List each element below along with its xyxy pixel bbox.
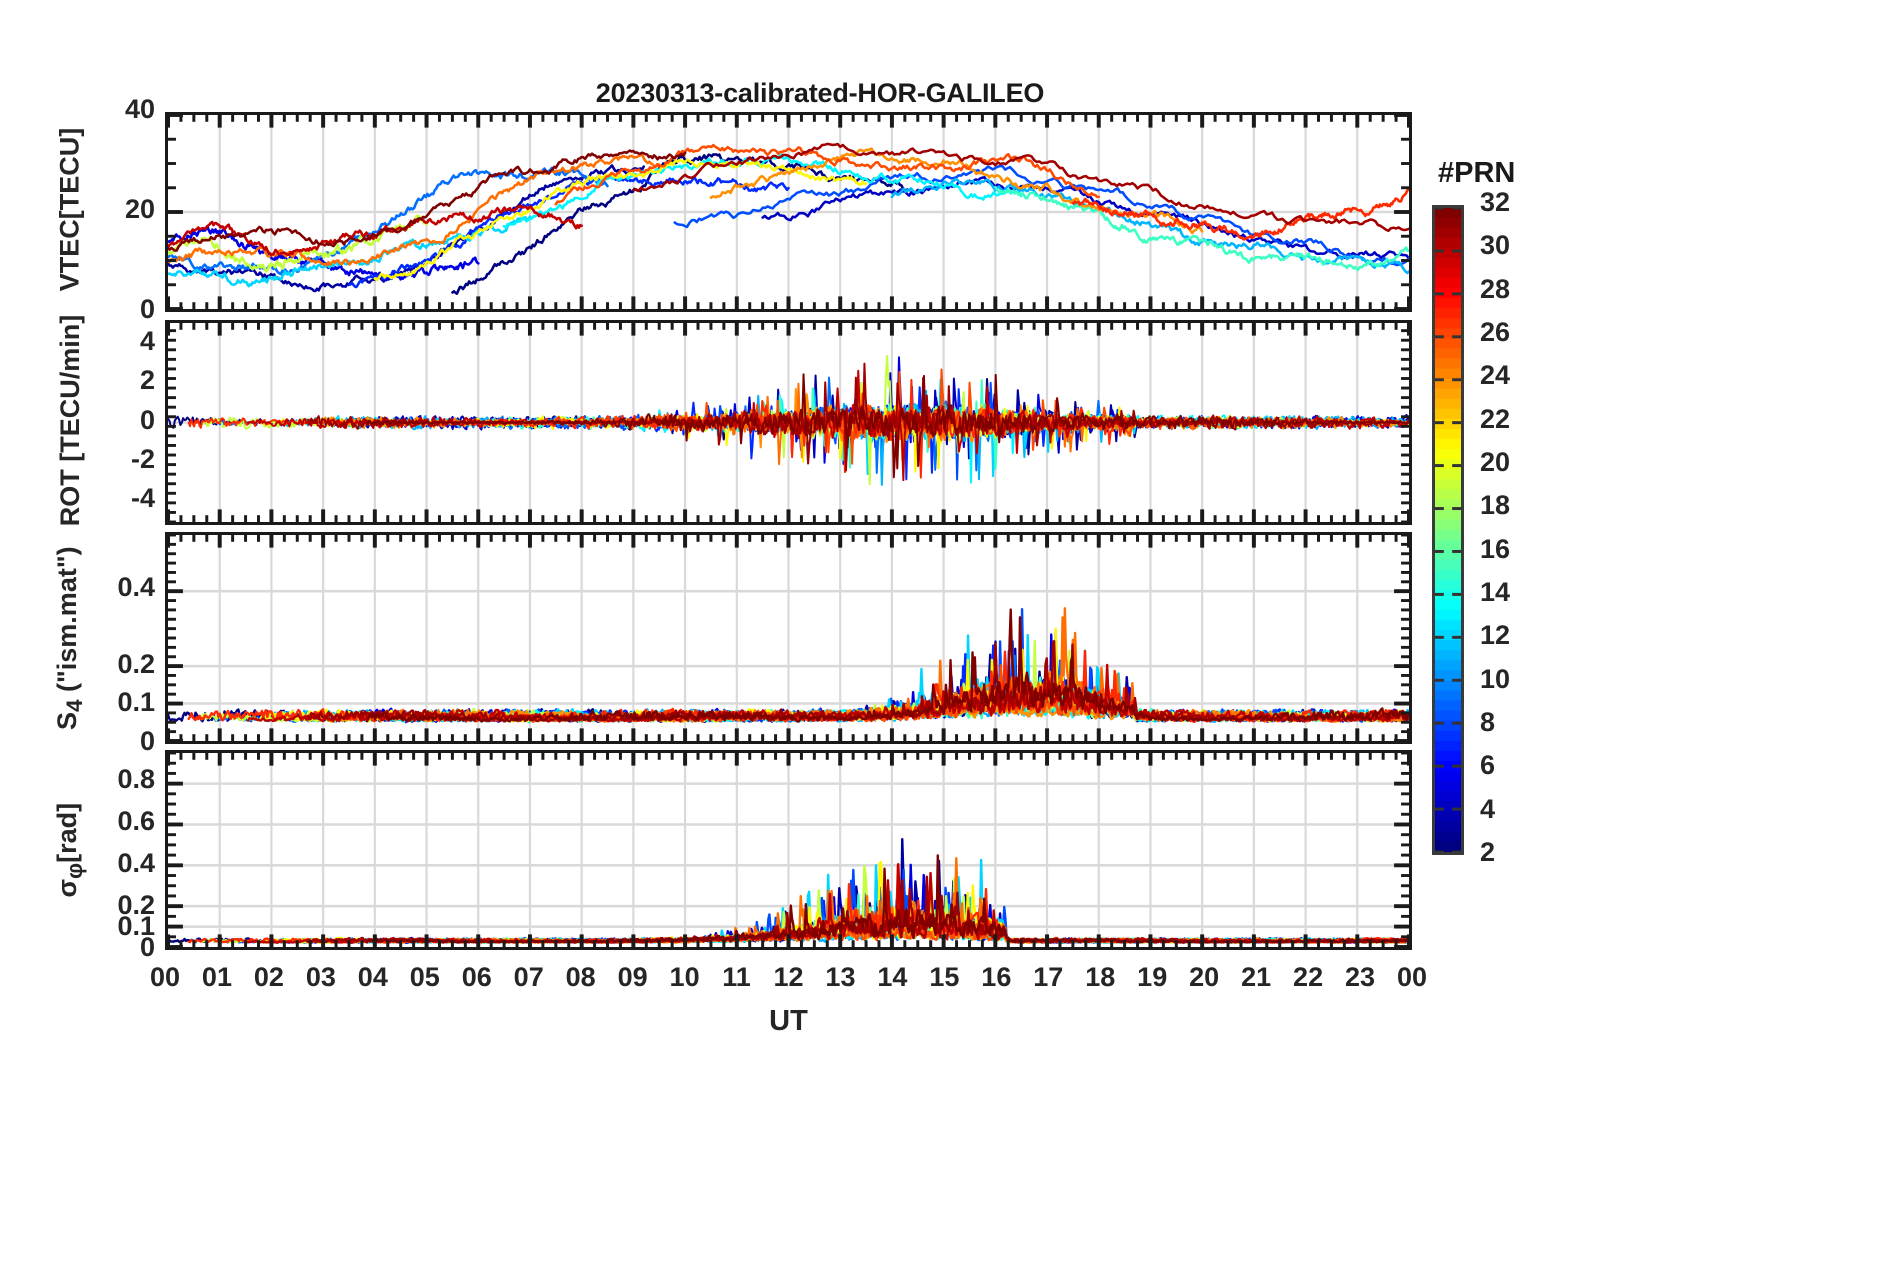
ytick-rot-2: 0 — [139, 404, 155, 435]
colorbar-tick-10: 10 — [1480, 663, 1511, 694]
xtick-03-3: 03 — [305, 962, 336, 992]
colorbar — [1432, 205, 1464, 855]
colorbar-tick-28: 28 — [1480, 273, 1511, 304]
xtick-13-13: 13 — [825, 962, 856, 992]
colorbar-tick-12: 12 — [1480, 620, 1511, 651]
series-prn-21 — [373, 158, 868, 282]
series-prn-32 — [366, 373, 1409, 479]
series-prn-32 — [365, 608, 1409, 723]
xtick-00-0: 00 — [149, 962, 181, 992]
ytick-s4-0: 0 — [139, 726, 155, 756]
tick-marks — [168, 115, 1409, 309]
data-traces-sigma_phi — [168, 837, 1409, 944]
series-prn-26 — [554, 143, 1101, 206]
x-axis-label: UT — [769, 1005, 808, 1037]
xtick-23-23: 23 — [1345, 962, 1376, 992]
panel-vtec — [165, 112, 1412, 312]
colorbar-tick-2: 2 — [1480, 837, 1496, 867]
series-prn-7 — [347, 175, 790, 289]
colorbar-tick-16: 16 — [1480, 533, 1511, 564]
colorbar-tick-8: 8 — [1480, 707, 1496, 737]
ytick-sigma_phi-1: 0.1 — [117, 910, 155, 941]
series-prn-27 — [1071, 187, 1409, 241]
series-prn-9 — [168, 166, 609, 276]
ytick-sigma_phi-3: 0.4 — [117, 847, 155, 878]
ytick-vtec-1: 20 — [124, 194, 155, 224]
xtick-09-9: 09 — [617, 962, 648, 992]
xtick-15-15: 15 — [929, 962, 960, 992]
ytick-s4-3: 0.4 — [117, 571, 155, 602]
xtick-08-8: 08 — [565, 962, 596, 992]
xtick-19-19: 19 — [1137, 962, 1168, 992]
ytick-rot-4: 4 — [139, 325, 155, 356]
data-traces-s4 — [168, 607, 1409, 724]
ytick-vtec-0: 0 — [139, 294, 155, 324]
colorbar-tick-14: 14 — [1480, 577, 1511, 607]
panel-s4 — [165, 532, 1412, 744]
ytick-rot-0: -4 — [130, 483, 155, 514]
tick-marks — [168, 535, 1409, 741]
data-traces-rot — [168, 354, 1409, 486]
y-axis-label-sigma_phi: σφ[rad] — [51, 802, 88, 898]
xtick-12-12: 12 — [773, 962, 804, 992]
series-prn-31 — [632, 142, 1409, 233]
xtick-07-7: 07 — [513, 962, 544, 992]
series-prn-24 — [709, 147, 1204, 235]
xtick-06-6: 06 — [461, 962, 492, 992]
colorbar-tick-18: 18 — [1480, 490, 1511, 521]
data-traces-vtec — [168, 142, 1409, 295]
xtick-10-10: 10 — [669, 962, 700, 992]
colorbar-tick-26: 26 — [1480, 317, 1511, 347]
ytick-rot-1: -2 — [130, 443, 155, 474]
colorbar-title: #PRN — [1438, 157, 1516, 189]
ytick-vtec-2: 40 — [124, 94, 155, 124]
colorbar-tick-32: 32 — [1480, 187, 1511, 217]
ytick-s4-2: 0.2 — [117, 648, 155, 679]
series-prn-15 — [994, 185, 1409, 272]
series-prn-13 — [502, 153, 1023, 230]
xtick-22-22: 22 — [1293, 962, 1324, 992]
xtick-21-21: 21 — [1241, 962, 1272, 992]
xtick-18-18: 18 — [1085, 962, 1116, 992]
series-prn-5 — [168, 224, 480, 282]
xtick-00-24: 00 — [1396, 962, 1428, 992]
ytick-sigma_phi-4: 0.6 — [117, 805, 155, 836]
tick-marks — [168, 753, 1409, 947]
series-prn-3 — [168, 164, 645, 293]
xtick-17-17: 17 — [1033, 962, 1064, 992]
panel-rot — [165, 320, 1412, 525]
tick-marks — [168, 323, 1409, 522]
ytick-rot-3: 2 — [139, 365, 155, 396]
colorbar-tick-30: 30 — [1480, 230, 1511, 261]
xtick-16-16: 16 — [981, 962, 1012, 992]
series-prn-32 — [365, 854, 1409, 944]
series-prn-32 — [168, 149, 687, 252]
xtick-20-20: 20 — [1189, 962, 1220, 992]
colorbar-tick-6: 6 — [1480, 750, 1496, 781]
colorbar-tick-22: 22 — [1480, 403, 1511, 434]
xtick-01-1: 01 — [201, 962, 232, 992]
ytick-sigma_phi-2: 0.2 — [117, 889, 155, 920]
panel-sigma_phi — [165, 750, 1412, 950]
ytick-sigma_phi-5: 0.8 — [117, 763, 155, 794]
ytick-s4-1: 0.1 — [117, 687, 155, 718]
series-prn-25 — [168, 152, 661, 267]
xtick-04-4: 04 — [357, 962, 388, 992]
xtick-02-2: 02 — [253, 962, 284, 992]
xtick-05-5: 05 — [409, 962, 440, 992]
series-prn-12 — [168, 215, 532, 288]
series-prn-8 — [673, 164, 1409, 267]
xtick-11-11: 11 — [722, 962, 751, 992]
figure-title: 20230313-calibrated-HOR-GALILEO — [595, 78, 1045, 108]
ytick-sigma_phi-0: 0 — [139, 932, 155, 962]
series-prn-21 — [259, 627, 1409, 723]
xtick-14-14: 14 — [877, 962, 908, 992]
colorbar-tick-20: 20 — [1480, 447, 1511, 477]
colorbar-tick-4: 4 — [1480, 793, 1496, 824]
colorbar-tick-24: 24 — [1480, 360, 1511, 391]
